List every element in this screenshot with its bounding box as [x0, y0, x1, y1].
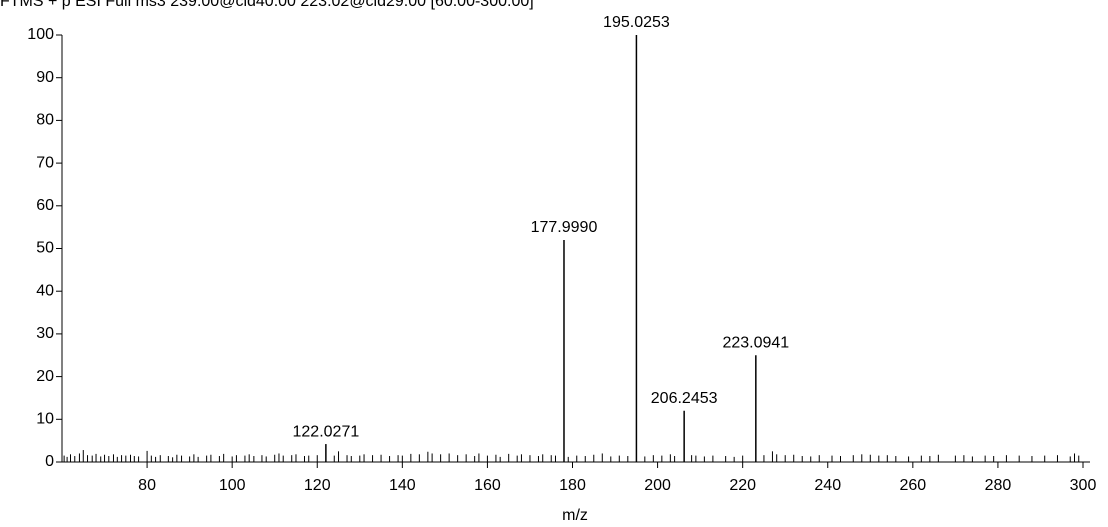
peak-label: 195.0253 [603, 14, 670, 31]
x-tick-label: 300 [1070, 477, 1097, 494]
x-tick-label: 240 [814, 477, 841, 494]
x-tick-label: 200 [644, 477, 671, 494]
chart-title: FTMS + p ESI Full ms3 239.00@cid40.00 22… [0, 0, 534, 10]
y-tick-label: 90 [36, 69, 54, 86]
x-tick-label: 280 [985, 477, 1012, 494]
peak-label: 206.2453 [651, 390, 718, 407]
peak-label: 122.0271 [293, 423, 360, 440]
y-tick-label: 20 [36, 368, 54, 385]
y-tick-label: 80 [36, 112, 54, 129]
x-tick-label: 160 [474, 477, 501, 494]
y-tick-label: 50 [36, 240, 54, 257]
y-tick-label: 100 [27, 26, 54, 43]
y-tick-label: 70 [36, 154, 54, 171]
peak-label: 177.9990 [531, 219, 598, 236]
x-tick-label: 220 [729, 477, 756, 494]
y-tick-label: 30 [36, 325, 54, 342]
y-tick-label: 40 [36, 282, 54, 299]
x-tick-label: 140 [389, 477, 416, 494]
x-tick-label: 100 [219, 477, 246, 494]
peak-label: 223.0941 [722, 334, 789, 351]
x-tick-label: 80 [138, 477, 156, 494]
x-tick-label: 180 [559, 477, 586, 494]
x-tick-label: 260 [899, 477, 926, 494]
y-tick-label: 10 [36, 411, 54, 428]
x-tick-label: 120 [304, 477, 331, 494]
y-tick-label: 60 [36, 197, 54, 214]
y-tick-label: 0 [45, 453, 54, 470]
x-axis-label: m/z [562, 507, 588, 524]
